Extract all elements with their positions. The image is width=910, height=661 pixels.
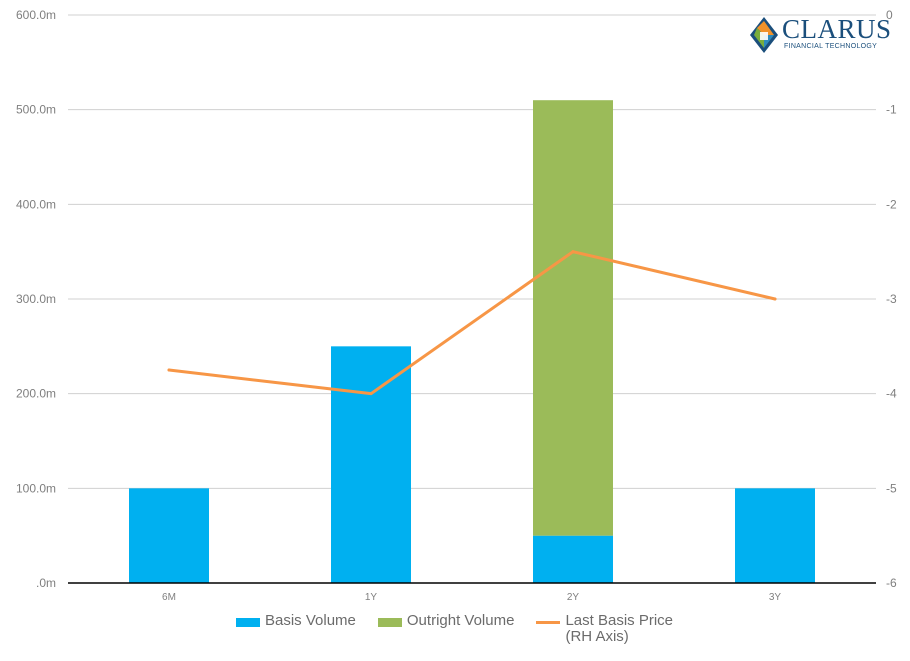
- bar-basis-volume-2y: [533, 535, 613, 583]
- bar-basis-volume-6m: [129, 488, 209, 583]
- x-tick-label-3y: 3Y: [769, 592, 782, 603]
- right-tick-label-4: -2: [886, 197, 897, 211]
- x-tick-label-2y: 2Y: [567, 592, 580, 603]
- right-tick-label-5: -1: [886, 103, 897, 117]
- bar-outright-volume-2y: [533, 100, 613, 536]
- clarus-logo: CLARUS FINANCIAL TECHNOLOGY: [748, 15, 891, 55]
- line-point-6m: [167, 368, 171, 372]
- gridlines: [68, 14, 876, 489]
- line-series-last-basis-price: [167, 250, 777, 396]
- right-axis-ticks: -6 -5 -4 -3 -2 -1 0: [886, 8, 897, 590]
- legend-item-last-basis-price: Last Basis Price (RH Axis): [536, 613, 673, 645]
- right-tick-label-3: -3: [886, 292, 897, 306]
- left-tick-label-5: 500.0m: [16, 103, 56, 117]
- left-tick-label-6: 600.0m: [16, 8, 56, 22]
- logo-tagline: FINANCIAL TECHNOLOGY: [784, 43, 878, 50]
- logo-wordmark: CLARUS: [782, 14, 892, 44]
- left-tick-label-3: 300.0m: [16, 292, 56, 306]
- left-axis-ticks: .0m 100.0m 200.0m 300.0m 400.0m 500.0m 600.0m: [16, 8, 56, 590]
- legend-swatch-basis-volume: [236, 618, 260, 627]
- bar-basis-volume-3y: [735, 488, 815, 583]
- legend-item-outright-volume: Outright Volume: [377, 612, 515, 629]
- legend-label-last-basis-price: Last Basis Price (RH Axis): [565, 612, 673, 645]
- left-tick-label-0: .0m: [36, 576, 56, 590]
- bars-layer: [129, 100, 815, 583]
- right-tick-label-0: -6: [886, 576, 897, 590]
- line-point-2y: [571, 250, 575, 254]
- x-tick-label-6m: 6M: [162, 592, 176, 603]
- legend-swatch-outright-volume: [377, 618, 402, 627]
- line-layer: [167, 250, 777, 396]
- legend-item-basis-volume: Basis Volume: [236, 613, 356, 629]
- legend-label-outright-volume: Outright Volume: [406, 612, 515, 629]
- right-tick-label-6: 0: [886, 8, 893, 22]
- right-tick-label-1: -5: [886, 481, 897, 495]
- left-tick-label-1: 100.0m: [16, 481, 56, 495]
- legend-swatch-last-basis-price: [536, 621, 561, 624]
- left-tick-label-2: 200.0m: [16, 387, 56, 401]
- bar-basis-volume-1y: [331, 346, 411, 583]
- x-axis-ticks: 6M 1Y 2Y 3Y: [162, 592, 781, 603]
- legend: Basis Volume Outright Volume Last Basis …: [236, 613, 695, 645]
- legend-label-basis-volume: Basis Volume: [265, 612, 356, 629]
- clarus-diamond-icon: [750, 17, 778, 53]
- x-tick-label-1y: 1Y: [365, 592, 378, 603]
- left-tick-label-4: 400.0m: [16, 197, 56, 211]
- line-point-1y: [369, 392, 373, 396]
- line-point-3y: [773, 297, 777, 301]
- right-tick-label-2: -4: [886, 387, 897, 401]
